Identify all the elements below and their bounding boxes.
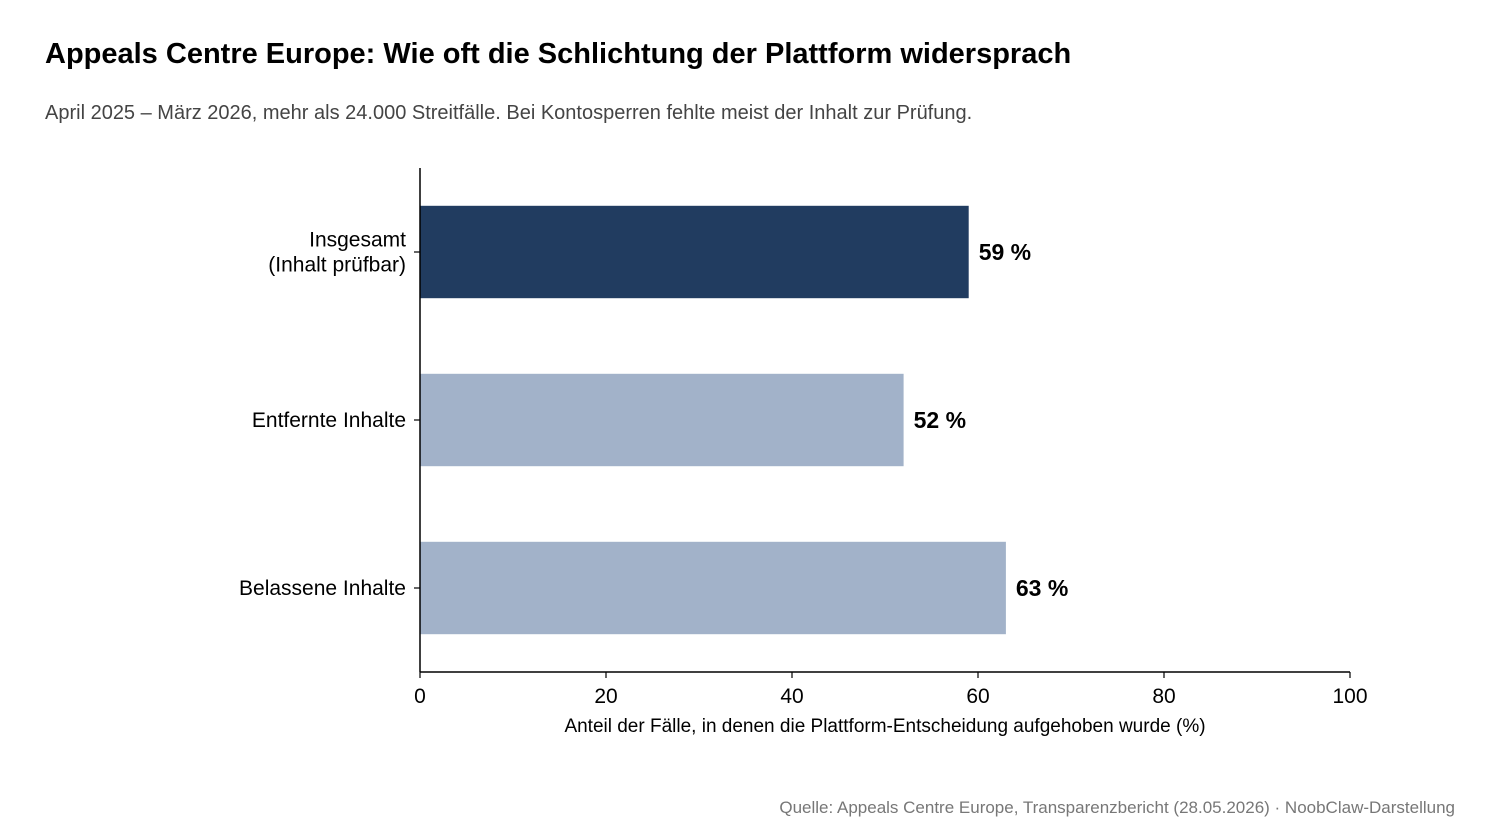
x-tick-label-4: 80 xyxy=(1152,685,1175,708)
category-label-0-1: (Inhalt prüfbar) xyxy=(268,254,406,277)
bar-2 xyxy=(420,541,1006,635)
category-label-0-0: Insgesamt xyxy=(309,229,406,252)
category-label-1-0: Entfernte Inhalte xyxy=(252,409,406,432)
x-axis-title: Anteil der Fälle, in denen die Plattform… xyxy=(564,716,1205,737)
bar-0 xyxy=(420,205,969,299)
value-label-1: 52 % xyxy=(914,407,966,433)
category-label-2-0: Belassene Inhalte xyxy=(239,577,406,600)
bar-1 xyxy=(420,373,904,467)
x-tick-label-0: 0 xyxy=(414,685,426,708)
source-note: Quelle: Appeals Centre Europe, Transpare… xyxy=(779,798,1455,817)
chart-title: Appeals Centre Europe: Wie oft die Schli… xyxy=(45,38,1072,70)
chart-subtitle: April 2025 – März 2026, mehr als 24.000 … xyxy=(45,102,973,124)
x-tick-label-2: 40 xyxy=(780,685,803,708)
value-label-0: 59 % xyxy=(979,239,1031,265)
x-tick-label-3: 60 xyxy=(966,685,989,708)
x-tick-label-1: 20 xyxy=(594,685,617,708)
x-tick-label-5: 100 xyxy=(1332,685,1367,708)
value-label-2: 63 % xyxy=(1016,575,1068,601)
